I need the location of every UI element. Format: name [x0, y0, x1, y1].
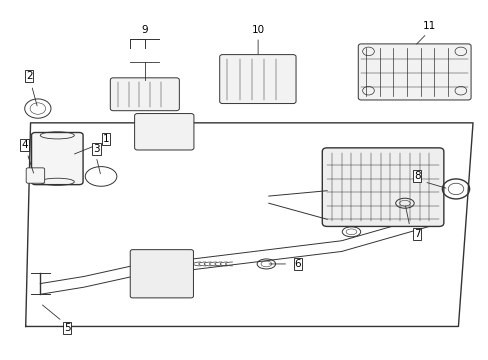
Text: 5: 5 [63, 323, 70, 333]
Text: 9: 9 [141, 25, 148, 35]
Text: 2: 2 [26, 71, 32, 81]
Text: 1: 1 [102, 134, 109, 144]
Text: 4: 4 [21, 140, 28, 150]
FancyBboxPatch shape [110, 78, 179, 111]
Text: 6: 6 [294, 259, 301, 269]
Text: 3: 3 [93, 144, 100, 154]
FancyBboxPatch shape [31, 132, 83, 185]
Text: 8: 8 [413, 171, 420, 181]
FancyBboxPatch shape [358, 44, 470, 100]
FancyBboxPatch shape [130, 249, 193, 298]
FancyBboxPatch shape [322, 148, 443, 226]
Text: 11: 11 [422, 21, 435, 31]
Text: 10: 10 [251, 25, 264, 35]
FancyBboxPatch shape [134, 113, 194, 150]
Text: 7: 7 [413, 229, 420, 239]
FancyBboxPatch shape [26, 168, 44, 183]
FancyBboxPatch shape [219, 55, 295, 104]
